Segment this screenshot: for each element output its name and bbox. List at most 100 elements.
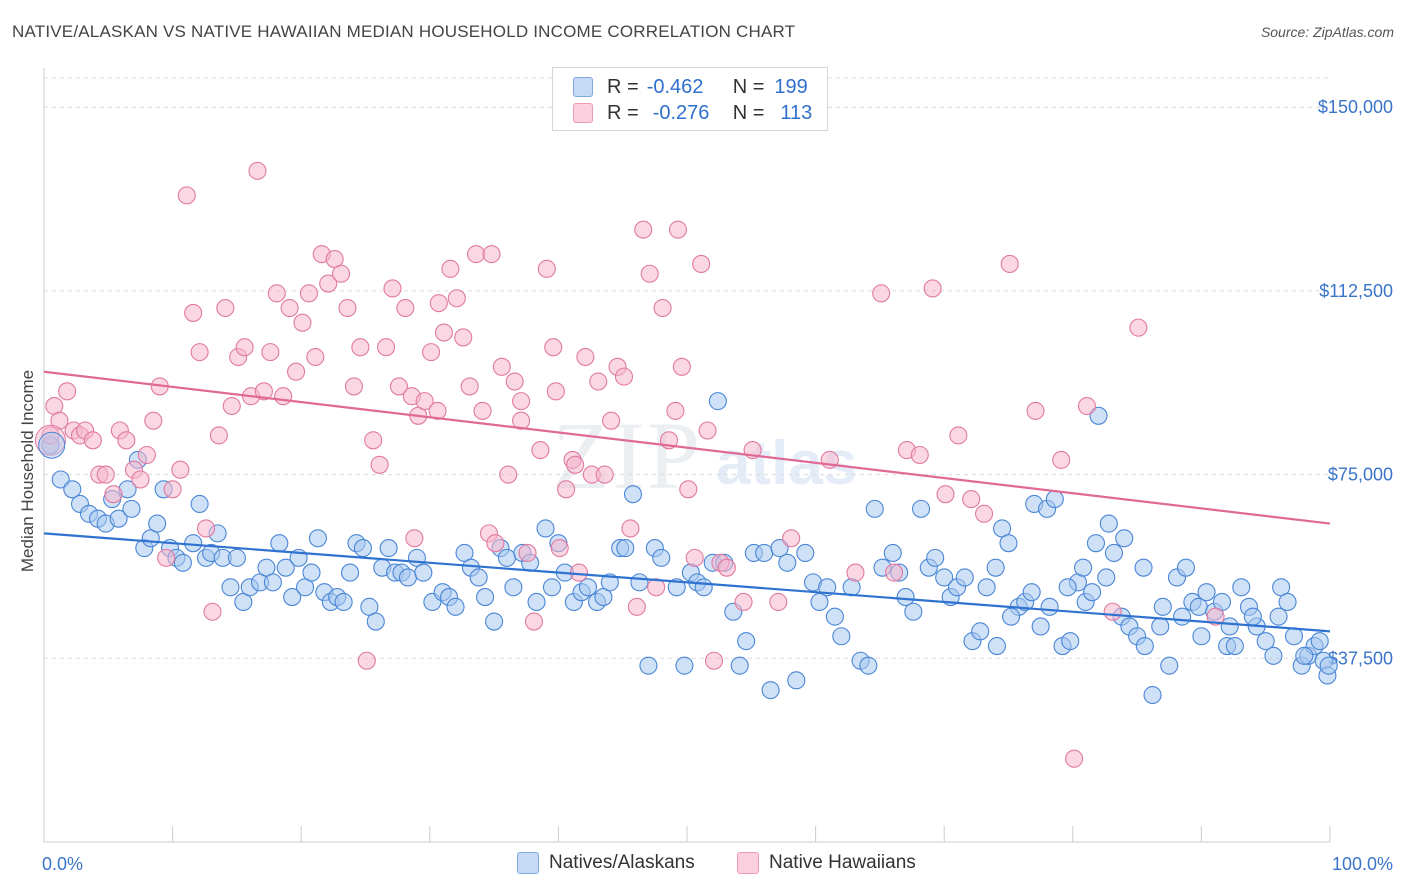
- legend-r-value: -0.462: [646, 75, 704, 98]
- hawaiians-point: [576, 347, 595, 367]
- hawaiians-point: [131, 470, 150, 489]
- hawaiians-point: [962, 490, 981, 509]
- hawaiians-point: [704, 651, 724, 670]
- legend-r-value: -0.276: [652, 101, 710, 124]
- hawaiians-point: [222, 396, 241, 416]
- legend-swatch-natives: [573, 77, 593, 97]
- hawaiians-point: [344, 377, 363, 396]
- natives-point: [787, 671, 806, 690]
- natives-point: [578, 578, 598, 597]
- hawaiians-point: [280, 298, 299, 318]
- natives-point: [865, 499, 884, 518]
- natives-point: [497, 548, 517, 567]
- hawaiians-point: [58, 382, 77, 401]
- hawaiians-point: [566, 455, 585, 474]
- natives-point: [1284, 627, 1304, 646]
- x-tick-label: 0.0%: [42, 854, 83, 874]
- hawaiians-point: [190, 343, 209, 362]
- natives-point: [639, 656, 658, 675]
- hawaiians-point: [685, 548, 704, 567]
- chart-source: Source: ZipAtlas.com: [1260, 24, 1394, 40]
- hawaiians-point: [287, 362, 306, 381]
- legend-label-hawaiians: Native Hawaiians: [769, 852, 916, 873]
- hawaiians-point: [267, 284, 286, 303]
- hawaiians-point: [389, 377, 408, 396]
- legend-n-value: 199: [774, 75, 808, 98]
- hawaiians-point: [383, 279, 402, 298]
- natives-point: [778, 553, 797, 572]
- natives-point: [694, 578, 713, 597]
- hawaiians-point: [473, 401, 492, 420]
- legend-swatch-hawaiians: [573, 103, 593, 123]
- natives-point: [652, 548, 671, 567]
- hawaiians-point: [261, 343, 280, 362]
- series-legend: Natives/Alaskans Native Hawaiians: [0, 852, 1406, 876]
- hawaiians-point: [537, 259, 556, 278]
- natives-point: [353, 539, 372, 558]
- hawaiians-point: [83, 431, 102, 450]
- hawaiians-point: [672, 357, 691, 376]
- hawaiians-point: [117, 431, 136, 450]
- y-tick-label: $75,000: [1328, 465, 1393, 485]
- natives-point: [971, 622, 990, 641]
- hawaiians-point: [486, 534, 505, 553]
- natives-point: [1151, 617, 1170, 636]
- natives-point: [1097, 568, 1116, 587]
- hawaiians-point: [428, 401, 447, 420]
- hawaiians-point: [557, 480, 576, 499]
- natives-point: [302, 563, 321, 582]
- natives-point: [263, 573, 282, 592]
- natives-point: [667, 578, 686, 597]
- natives-point: [527, 592, 546, 612]
- hawaiians-point: [647, 578, 666, 597]
- hawaiians-point: [467, 245, 486, 264]
- natives-point: [1319, 656, 1338, 675]
- y-tick-label: $112,500: [1319, 281, 1393, 301]
- hawaiians-point: [949, 426, 968, 445]
- hawaiians-point: [1077, 396, 1096, 416]
- natives-point: [1086, 534, 1105, 553]
- hawaiians-point: [434, 323, 453, 342]
- natives-point: [270, 534, 289, 553]
- hawaiians-point: [614, 367, 634, 386]
- hawaiians-point: [405, 529, 424, 548]
- hawaiians-point: [782, 529, 801, 548]
- natives-point: [1104, 543, 1124, 563]
- natives-point: [1089, 406, 1108, 425]
- correlation-legend: R = -0.462 N = 199 R = -0.276 N = 113: [552, 67, 828, 131]
- hawaiians-point: [209, 426, 228, 445]
- hawaiians-point: [1065, 749, 1084, 768]
- natives-point: [796, 543, 815, 563]
- hawaiians-point: [1103, 602, 1122, 621]
- hawaiians-point: [621, 519, 640, 538]
- natives-point: [221, 578, 240, 597]
- natives-point: [341, 563, 360, 582]
- hawaiians-point: [936, 485, 955, 504]
- natives-point: [308, 529, 327, 548]
- hawaiians-point: [254, 382, 273, 401]
- hawaiians-point: [144, 411, 163, 430]
- hawaiians-point: [679, 480, 698, 499]
- y-axis-label: Median Household Income: [18, 370, 37, 572]
- natives-point: [1243, 607, 1262, 626]
- legend-item-hawaiians[interactable]: Native Hawaiians: [737, 852, 916, 874]
- hawaiians-point: [184, 303, 203, 322]
- natives-point: [51, 470, 70, 489]
- hawaiians-point: [338, 298, 357, 318]
- natives-point: [1143, 685, 1162, 705]
- natives-point: [1295, 646, 1314, 665]
- hawaiians-point: [454, 328, 473, 347]
- natives-point: [818, 578, 837, 597]
- hawaiians-point: [884, 563, 904, 582]
- hawaiians-point: [357, 651, 376, 670]
- hawaiians-point: [377, 338, 396, 357]
- hawaiians-point: [482, 245, 501, 264]
- natives-point: [859, 656, 878, 675]
- natives-point: [1225, 637, 1244, 656]
- natives-point: [1176, 558, 1196, 577]
- chart-title: NATIVE/ALASKAN VS NATIVE HAWAIIAN MEDIAN…: [12, 22, 796, 41]
- legend-item-natives[interactable]: Natives/Alaskans: [517, 852, 695, 874]
- hawaiians-point: [422, 343, 441, 362]
- natives-point: [630, 573, 649, 592]
- natives-point: [935, 568, 954, 587]
